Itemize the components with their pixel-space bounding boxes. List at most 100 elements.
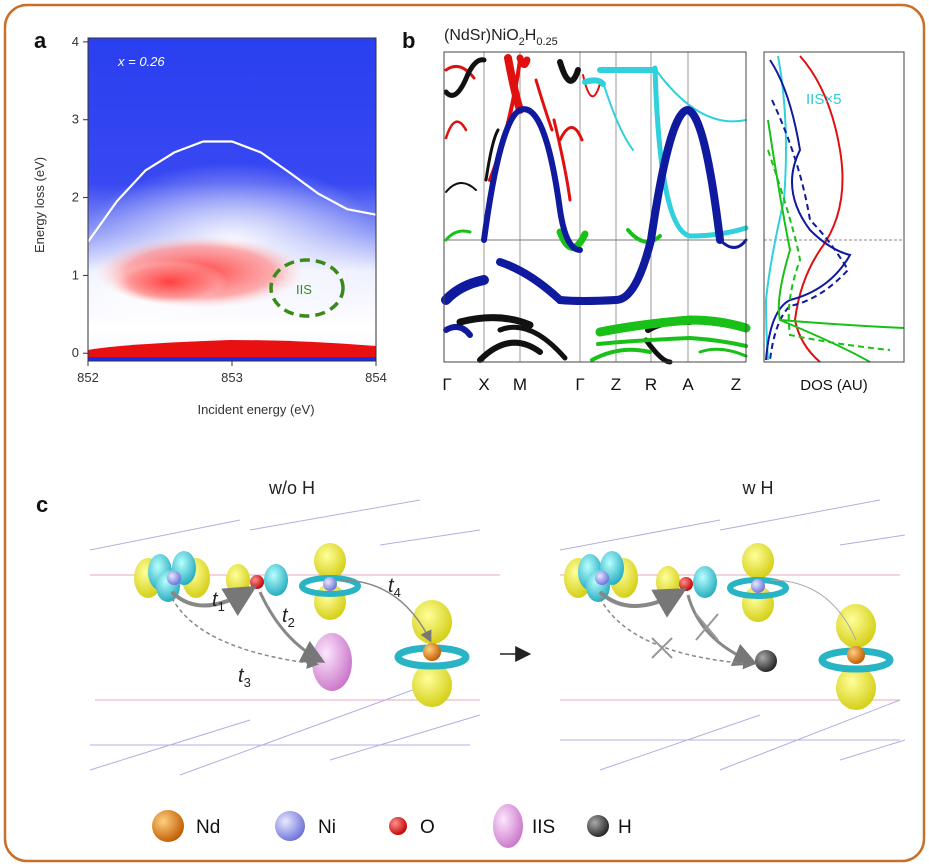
hopping-arrow-t4 — [339, 579, 432, 643]
elastic-line-red — [88, 340, 376, 361]
panel-c-label: c — [36, 492, 48, 517]
band-blue-1 — [481, 106, 583, 253]
band-red-6 — [534, 78, 554, 132]
dos-axis-label: DOS (AU) — [800, 377, 868, 394]
y-tick-label: 4 — [72, 34, 79, 49]
y-tick-label: 0 — [72, 345, 79, 360]
y-tick-label: 3 — [72, 112, 79, 127]
iis-dashed-ellipse — [269, 258, 345, 318]
compound-title-mid: H — [525, 27, 537, 44]
legend-label-iis: IIS — [532, 817, 555, 838]
band-blue-4 — [718, 238, 748, 249]
band-green-1 — [444, 229, 472, 242]
band-green-3 — [626, 228, 662, 244]
band-red-8 — [558, 126, 584, 142]
hopping-arrow-t3-right — [599, 597, 755, 670]
dos-green-dashed — [767, 149, 891, 351]
hopping-arrow-t2-right — [686, 594, 758, 667]
hopping-arrow-t3 — [171, 597, 319, 669]
left-scene-title: w/o H — [268, 478, 315, 498]
kpoint-labels: Γ X M Γ Z R A Z — [442, 375, 741, 394]
x-tick-label: 853 — [221, 370, 243, 385]
ni-dx2y2-orbital-right — [564, 551, 638, 602]
blocked-t2-cross — [695, 613, 719, 641]
band-black-6 — [477, 339, 543, 363]
compound-title-sub1: 2 — [519, 36, 525, 48]
band-black-2 — [557, 59, 581, 84]
band-plot-border — [443, 51, 747, 363]
y-tick-label: 2 — [72, 190, 79, 205]
x-axis-title: Incident energy (eV) — [197, 402, 314, 417]
panel-b-label: b — [402, 28, 415, 53]
band-green-7 — [698, 347, 748, 358]
bands-green-lower — [590, 315, 751, 362]
ni-dz2-orbital-left — [299, 543, 361, 620]
legend-item-o: O — [389, 817, 435, 838]
band-black-1 — [443, 57, 487, 98]
band-cyan-5 — [655, 69, 747, 123]
label-t4: t4 — [388, 575, 401, 600]
hopping-arrow-t1-right — [598, 588, 687, 618]
ni-dx2y2-orbital-left — [134, 551, 210, 602]
legend-item-h: H — [587, 815, 632, 838]
legend-label-nd: Nd — [196, 817, 220, 838]
h-atom-icon — [587, 815, 609, 837]
band-black-3 — [484, 128, 500, 182]
y-tick-label: 1 — [72, 267, 79, 282]
elastic-line-bottom — [88, 357, 376, 361]
compound-title: (NdSr)NiO2H0.25 — [444, 27, 558, 48]
kpoint-label: X — [478, 375, 489, 394]
nd-orbital-right — [818, 604, 894, 710]
hopping-arrow-t1 — [170, 585, 257, 617]
bands-blue — [441, 105, 748, 338]
band-red-7 — [552, 118, 572, 202]
iis-orbital — [312, 633, 352, 691]
band-cyan-3 — [582, 77, 606, 87]
dos-plot: IIS×5 — [763, 51, 905, 363]
rixs-map: IIS x = 0.26 — [70, 37, 382, 362]
panel-b: b (NdSr)NiO2H0.25 — [402, 27, 905, 394]
x-tick-label: 854 — [365, 370, 387, 385]
kpoint-label: Z — [731, 375, 741, 394]
hydrogen-atom — [755, 650, 777, 672]
band-black-5 — [456, 314, 534, 329]
panel-a-label: a — [34, 28, 47, 53]
band-red-4 — [444, 64, 476, 80]
iis-icon — [493, 804, 523, 848]
band-cyan-2 — [602, 81, 634, 151]
kpoint-label: A — [682, 375, 694, 394]
dos-blue-dashed — [769, 99, 850, 361]
band-green-4 — [595, 315, 751, 337]
blocked-t3-cross — [651, 637, 673, 659]
fluorescence-curve — [87, 140, 377, 243]
legend-label-h: H — [618, 817, 632, 838]
hopping-arrow-t4-right — [769, 579, 857, 641]
right-scene-title: w H — [742, 478, 774, 498]
band-red-5 — [444, 120, 468, 140]
x-tick-label: 852 — [77, 370, 99, 385]
kpoint-label: Z — [611, 375, 621, 394]
doping-annotation: x = 0.26 — [117, 54, 165, 69]
kpoint-label: R — [645, 375, 657, 394]
heatmap-red-blob-left — [112, 260, 228, 304]
label-t1: t1 — [212, 589, 225, 614]
iis-scale-label: IIS×5 — [806, 91, 841, 108]
nd-orbital-left — [394, 600, 470, 707]
ni-atom-icon — [275, 811, 305, 841]
scene-without-h: t1 t2 t3 t4 — [134, 543, 470, 707]
panel-c: c w/o H w H — [36, 478, 906, 848]
compound-title-prefix: (NdSr)NiO — [444, 27, 519, 44]
ni-dz2-orbital-right — [727, 543, 789, 622]
iis-label: IIS — [296, 282, 312, 297]
band-black-4 — [445, 182, 477, 193]
scene-with-h — [564, 543, 894, 710]
label-t3: t3 — [238, 665, 251, 690]
o-atom-icon — [389, 817, 407, 835]
hopping-arrow-t2 — [258, 591, 326, 663]
band-blue-5 — [443, 323, 473, 338]
dos-border — [763, 51, 905, 363]
band-blue-3 — [496, 105, 724, 305]
band-cyan-4 — [652, 65, 749, 239]
band-green-5 — [596, 335, 748, 348]
